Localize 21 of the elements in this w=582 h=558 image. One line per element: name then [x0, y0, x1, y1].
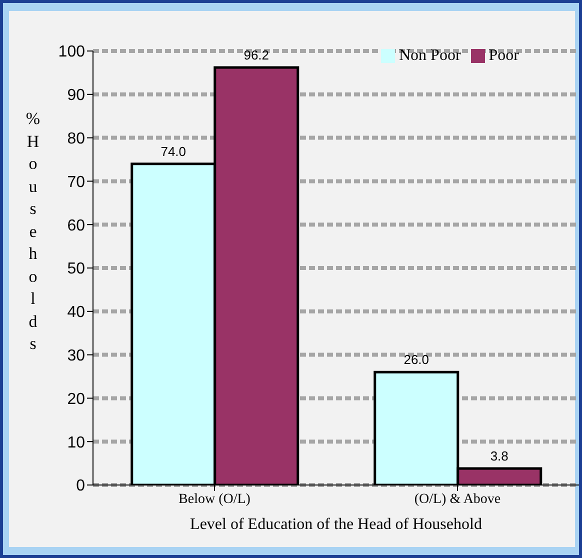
y-tick-label: 30 — [67, 347, 86, 364]
y-tick-label: 0 — [76, 478, 86, 495]
y-tick-label: 40 — [67, 304, 86, 322]
y-tick-label: 60 — [67, 217, 86, 234]
legend-label: Non Poor — [398, 47, 461, 64]
x-axis-title: Level of Education of the Head of Household — [190, 516, 482, 533]
y-tick-label: 20 — [67, 390, 86, 408]
y-tick-label: 10 — [67, 434, 86, 452]
data-label: 26.0 — [404, 352, 430, 368]
x-tick-label: Below (O/L) — [178, 492, 251, 507]
legend-label: Poor — [488, 47, 519, 64]
data-label: 74.0 — [160, 144, 186, 159]
text: % Households — [26, 109, 40, 353]
data-label: 96.2 — [244, 47, 270, 62]
y-tick-label: 100 — [58, 44, 86, 61]
y-tick-label: 50 — [67, 260, 86, 278]
y-tick-label: 80 — [67, 130, 86, 148]
y-tick-label: 70 — [67, 174, 86, 191]
x-tick-label: (O/L) & Above — [414, 492, 501, 507]
y-tick-label: 90 — [67, 87, 86, 104]
data-label: 3.8 — [490, 448, 508, 464]
